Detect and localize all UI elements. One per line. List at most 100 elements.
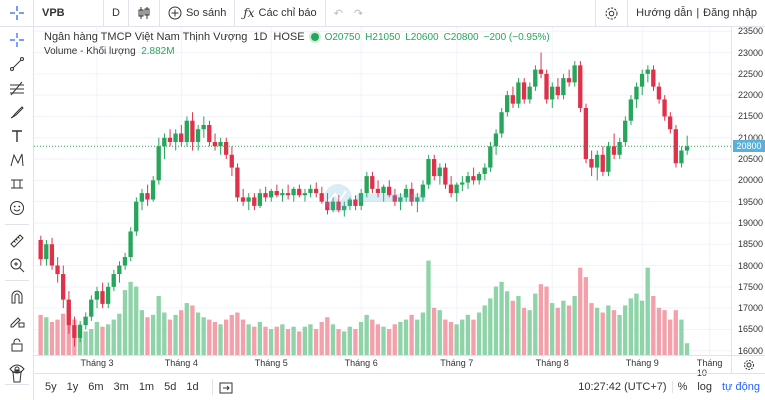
axis-settings-button[interactable] (731, 355, 765, 373)
volume-bar (420, 312, 426, 355)
high-value: H21050 (365, 31, 401, 43)
date-range-button[interactable] (211, 379, 233, 395)
chart-pane[interactable] (34, 27, 731, 355)
volume-bar (263, 326, 268, 355)
volume-bar (431, 307, 437, 355)
candle-body (465, 176, 470, 183)
brush-tool[interactable] (7, 102, 27, 122)
range-5d[interactable]: 5d (164, 381, 177, 393)
trash-button[interactable] (7, 366, 27, 386)
time-axis[interactable]: Tháng 3 Tháng 4 Tháng 5 Tháng 6 Tháng 7 Tháng… (34, 355, 731, 378)
candlestick-chart (34, 27, 731, 355)
volume-bar (628, 298, 633, 355)
range-3m[interactable]: 3m (113, 381, 129, 393)
range-1m[interactable]: 1m (138, 381, 155, 393)
magnet-icon (11, 290, 23, 304)
range-5y[interactable]: 5y (45, 381, 57, 393)
magnet-tool[interactable] (7, 287, 27, 307)
volume-bar (578, 267, 583, 355)
volume-bar (330, 324, 336, 355)
measure-tool[interactable] (7, 174, 27, 194)
volume-bar (89, 329, 94, 355)
volume-bar (60, 313, 66, 355)
help-link[interactable]: Hướng dẫn (636, 7, 693, 19)
close-value: C20800 (443, 31, 479, 43)
volume-bar (656, 307, 662, 355)
candle-body (179, 133, 184, 143)
candle-body (583, 107, 589, 160)
pattern-tool[interactable] (7, 150, 27, 170)
time-tick: Tháng 9 (625, 358, 659, 368)
interval-button[interactable]: D (104, 0, 129, 27)
range-1d[interactable]: 1d (186, 381, 199, 393)
volume-bar (482, 305, 487, 355)
symbol-search[interactable]: VPB (34, 0, 104, 27)
legend-interval: 1D (253, 31, 268, 43)
ruler-icon (10, 234, 24, 248)
time-tick: Tháng 8 (535, 358, 569, 368)
volume-bar (246, 324, 251, 355)
indicators-button[interactable]: ƒx Các chỉ báo (235, 0, 326, 27)
volume-bar (122, 290, 128, 355)
zoom-in-icon (10, 258, 25, 273)
time-tick: Tháng 6 (344, 358, 378, 368)
candle-body (460, 182, 465, 185)
emoji-tool[interactable] (7, 198, 27, 218)
fib-tool[interactable] (7, 78, 27, 98)
candle-body (235, 167, 240, 198)
candle-body (516, 82, 521, 104)
candle-body (679, 150, 684, 164)
range-6m[interactable]: 6m (88, 381, 104, 393)
trendline-tool[interactable] (7, 54, 27, 74)
zoom-tool[interactable] (7, 255, 27, 275)
candle-body (656, 86, 662, 100)
symbol-label: VPB (42, 7, 65, 19)
volume-bar (49, 321, 55, 355)
lock-tool[interactable] (7, 335, 27, 355)
candle-body (263, 193, 268, 198)
log-scale-button[interactable]: log (697, 381, 713, 393)
volume-bar (274, 326, 279, 355)
volume-bar (454, 324, 459, 355)
volume-bar (100, 326, 105, 355)
candle-body (347, 199, 352, 206)
volume-bar (83, 331, 88, 355)
candle-body (538, 69, 544, 74)
range-1y[interactable]: 1y (66, 381, 79, 393)
auto-scale-button[interactable]: tự động (722, 381, 760, 393)
percent-scale-button[interactable]: % (677, 381, 688, 393)
undo-icon[interactable]: ↶ (333, 7, 343, 20)
volume-bar (645, 267, 650, 355)
volume-bar (291, 326, 296, 355)
candle-body (77, 325, 83, 338)
compare-button[interactable]: So sánh (160, 0, 236, 27)
volume-bar (617, 314, 622, 355)
candle-body (128, 231, 133, 258)
cursor-tool[interactable] (7, 30, 27, 50)
ruler-tool[interactable] (7, 231, 27, 251)
redo-icon[interactable]: ↷ (353, 7, 364, 20)
volume-bar (139, 310, 144, 355)
divider (5, 384, 29, 385)
trash-icon (12, 369, 22, 383)
volume-label: Volume - Khối lượng (44, 46, 136, 57)
volume-bar (347, 326, 352, 355)
volume-bar (319, 321, 324, 355)
candle-body (122, 257, 128, 266)
volume-bar (44, 317, 49, 355)
smile-icon (10, 201, 24, 215)
text-tool[interactable] (7, 126, 27, 146)
price-axis[interactable]: 23500 23000 22500 22000 21500 21000 20500 20000… (731, 26, 765, 356)
volume-bar (623, 305, 628, 355)
change-value: −200 (−0.95%) (483, 31, 550, 43)
chart-type-button[interactable] (129, 0, 160, 27)
crosshair-button[interactable] (0, 0, 34, 27)
volume-bar (364, 314, 369, 355)
login-link[interactable]: Đăng nhập (703, 7, 757, 19)
stay-drawing-tool[interactable] (7, 311, 27, 331)
fib-icon (10, 81, 24, 96)
clock-time[interactable]: 10:27:42 (UTC+7) (573, 381, 673, 393)
settings-button[interactable] (595, 0, 629, 27)
time-tick: Tháng 4 (164, 358, 198, 368)
watermark-logo (322, 182, 442, 223)
